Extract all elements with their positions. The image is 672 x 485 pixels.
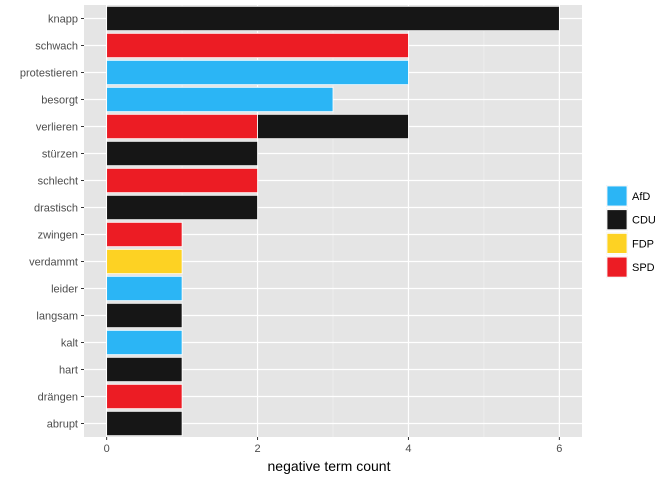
legend-swatch-spd <box>606 256 628 278</box>
legend[interactable]: AfD CDU FDP SPD <box>606 185 656 279</box>
legend-label: AfD <box>632 191 650 203</box>
y-tick-label: verdammt <box>29 257 78 269</box>
bar-spd-zwingen <box>106 221 183 248</box>
bar-afd-leider <box>106 275 183 302</box>
y-axis: knapp schwach protestieren besorgt verlieren… <box>20 14 84 431</box>
y-tick-label: schwach <box>35 41 78 53</box>
y-tick-label: hart <box>59 365 78 377</box>
bar-cdu-knapp <box>106 5 560 32</box>
legend-label: FDP <box>632 238 654 250</box>
x-tick-label: 0 <box>104 443 110 455</box>
bar-cdu-hart <box>106 356 183 383</box>
legend-swatch-cdu <box>606 209 628 231</box>
bar-cdu-abrupt <box>106 410 183 437</box>
y-tick-label: drängen <box>38 392 78 404</box>
x-tick-label: 4 <box>405 443 411 455</box>
y-tick-label: leider <box>51 284 78 296</box>
bar-afd-kalt <box>106 329 183 356</box>
y-tick-label: langsam <box>36 311 78 323</box>
bar-spd-schlecht <box>106 167 258 194</box>
x-tick-label: 2 <box>254 443 260 455</box>
x-tick-label: 6 <box>556 443 562 455</box>
legend-label: SPD <box>632 262 655 274</box>
legend-label: CDU <box>632 215 656 227</box>
y-tick-label: verlieren <box>36 122 78 134</box>
y-tick-label: abrupt <box>47 419 78 431</box>
bar-afd-besorgt <box>106 86 334 113</box>
y-tick-label: schlecht <box>38 176 78 188</box>
y-tick-label: protestieren <box>20 68 78 80</box>
bar-fdp-verdammt <box>106 248 183 275</box>
bar-spd-schwach <box>106 32 409 59</box>
legend-swatch-fdp <box>606 232 628 254</box>
bar-afd-protestieren <box>106 59 409 86</box>
bar-cdu-drastisch <box>106 194 258 221</box>
y-tick-label: zwingen <box>38 230 78 242</box>
x-axis-title: negative term count <box>268 458 391 474</box>
y-tick-label: stürzen <box>42 149 78 161</box>
bar-cdu-stürzen <box>106 140 258 167</box>
y-tick-label: kalt <box>61 338 78 350</box>
bar-cdu-verlieren <box>257 113 409 140</box>
y-tick-label: knapp <box>48 14 78 26</box>
y-tick-label: besorgt <box>41 95 78 107</box>
legend-swatch-afd <box>606 185 628 207</box>
bar-spd-drängen <box>106 383 183 410</box>
x-axis: 0 2 4 6 <box>104 437 562 455</box>
bar-cdu-langsam <box>106 302 183 329</box>
y-tick-label: drastisch <box>34 203 78 215</box>
bars <box>106 5 560 437</box>
bar-spd-verlieren <box>106 113 258 140</box>
